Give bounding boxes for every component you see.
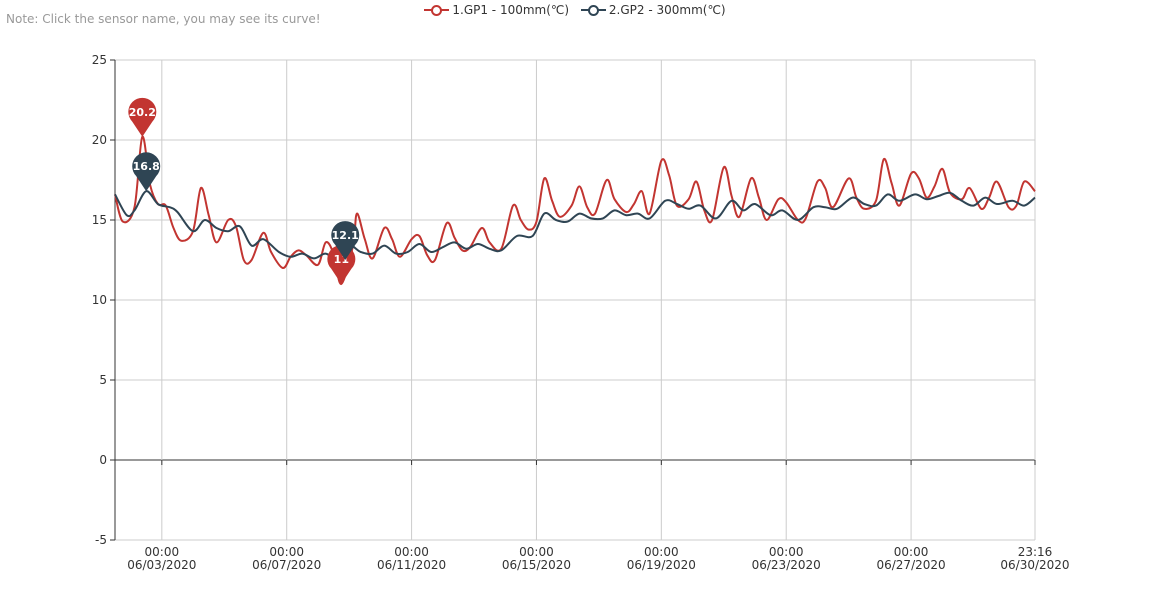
y-tick-label: 25 xyxy=(92,53,107,67)
x-tick-label-time: 00:00 xyxy=(394,545,429,559)
x-tick-label-time: 00:00 xyxy=(519,545,554,559)
legend-item-gp1[interactable]: 1.GP1 - 100mm(℃) xyxy=(424,3,569,17)
x-tick-label-date: 06/07/2020 xyxy=(252,558,321,572)
legend-label-gp1: 1.GP1 - 100mm(℃) xyxy=(452,3,570,17)
x-tick-label-date: 06/27/2020 xyxy=(876,558,945,572)
series-line-gp1 xyxy=(114,135,1036,286)
x-tick-label-date: 06/23/2020 xyxy=(752,558,821,572)
chart-note: Note: Click the sensor name, you may see… xyxy=(6,12,321,26)
y-tick-label: 10 xyxy=(92,293,107,307)
x-tick-label-time: 00:00 xyxy=(894,545,929,559)
x-tick-label-time: 00:00 xyxy=(644,545,679,559)
x-tick-label-time: 00:00 xyxy=(269,545,304,559)
x-tick-label-time: 00:00 xyxy=(145,545,180,559)
y-tick-label: 0 xyxy=(99,453,107,467)
legend-line-circle-icon xyxy=(424,3,450,17)
x-tick-label-time: 23:16 xyxy=(1018,545,1053,559)
x-tick-label-date: 06/19/2020 xyxy=(627,558,696,572)
x-tick-label-date: 06/03/2020 xyxy=(127,558,196,572)
y-tick-label: 20 xyxy=(92,133,107,147)
x-tick-label-date: 06/30/2020 xyxy=(1000,558,1069,572)
chart-legend: 1.GP1 - 100mm(℃) 2.GP2 - 300mm(℃) xyxy=(0,3,1150,20)
legend-line-circle-icon xyxy=(580,3,606,17)
marker-label-gp2: 12.1 xyxy=(332,229,359,242)
legend-item-gp2[interactable]: 2.GP2 - 300mm(℃) xyxy=(580,3,726,17)
series-line-gp2 xyxy=(114,190,1036,262)
legend-label-gp2: 2.GP2 - 300mm(℃) xyxy=(608,3,726,17)
y-tick-label: 5 xyxy=(99,373,107,387)
marker-pin-gp1 xyxy=(128,97,157,137)
x-tick-label-date: 06/15/2020 xyxy=(502,558,571,572)
x-tick-label-time: 00:00 xyxy=(769,545,804,559)
marker-label-gp2: 16.8 xyxy=(133,160,160,173)
y-tick-label: 15 xyxy=(92,213,107,227)
y-tick-label: -5 xyxy=(95,533,107,547)
marker-pin-gp2 xyxy=(132,152,161,192)
marker-label-gp1: 20.2 xyxy=(129,106,156,119)
x-tick-label-date: 06/11/2020 xyxy=(377,558,446,572)
marker-pin-gp2 xyxy=(331,221,360,260)
